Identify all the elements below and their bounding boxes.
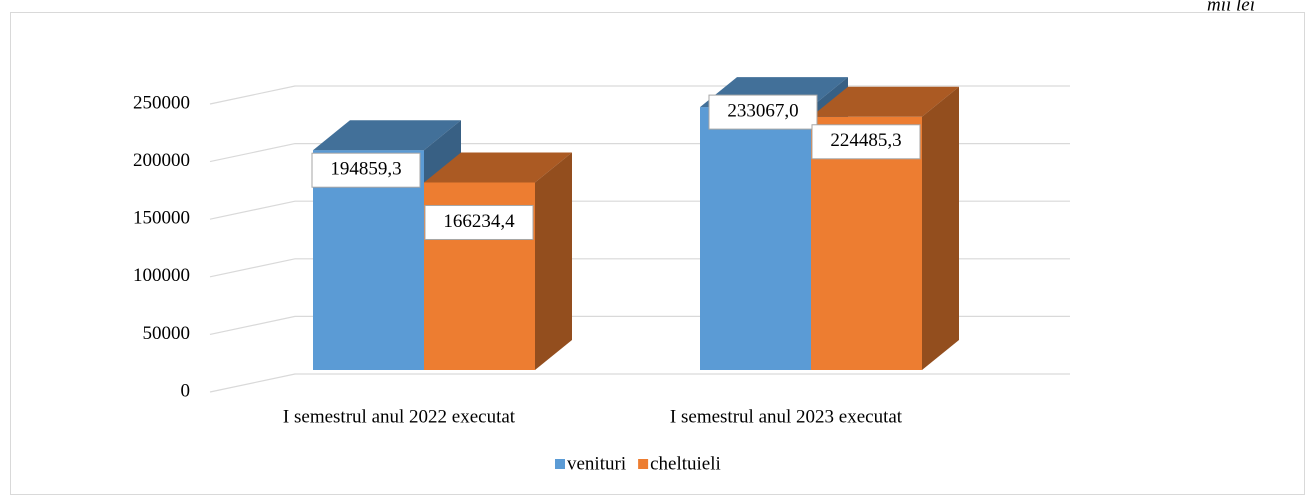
label-box <box>708 94 818 130</box>
bar-side <box>922 86 959 370</box>
data-label: 166234,4 <box>443 211 515 232</box>
x-tick-label: I semestrul anul 2022 executat <box>283 406 516 427</box>
data-label: 233067,0 <box>727 100 798 121</box>
data-label: 224485,3 <box>830 130 901 151</box>
y-tick-label: 50000 <box>143 323 191 344</box>
label-box <box>811 124 921 160</box>
y-tick-label: 0 <box>181 380 191 401</box>
bar-side <box>535 152 572 370</box>
bar-top <box>313 120 461 151</box>
y-tick-label: 200000 <box>133 150 190 171</box>
x-tick-label: I semestrul anul 2023 executat <box>670 406 903 427</box>
label-box <box>311 152 421 188</box>
y-tick-label: 100000 <box>133 265 190 286</box>
grid-line <box>209 373 1070 393</box>
label-box <box>424 204 534 240</box>
legend-swatch <box>638 459 649 469</box>
legend-swatch <box>555 459 565 469</box>
note-bg <box>1180 0 1306 12</box>
y-tick-label: 150000 <box>133 208 190 229</box>
bar-top <box>811 86 959 117</box>
y-tick-label: 250000 <box>133 92 190 113</box>
bar-top <box>424 152 572 183</box>
unit-note: mii lei <box>1207 0 1255 15</box>
bar-front <box>700 107 811 370</box>
legend-label: venituri <box>567 453 626 474</box>
legend-label: cheltuieli <box>650 453 721 474</box>
data-label: 194859,3 <box>330 159 401 180</box>
chart-frame <box>10 12 1305 495</box>
